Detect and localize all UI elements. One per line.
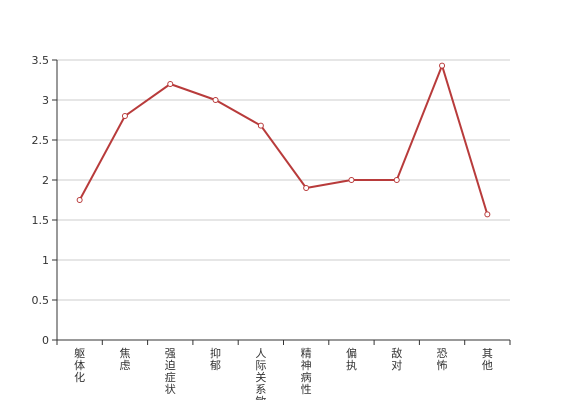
x-tick-label: 人际关系敏感 bbox=[255, 347, 266, 400]
data-point[interactable] bbox=[393, 177, 400, 183]
series-layer bbox=[76, 62, 491, 218]
x-tick-label: 偏执 bbox=[346, 346, 357, 372]
y-tick-label: 3 bbox=[42, 94, 49, 107]
x-tick-label: 强迫症状 bbox=[165, 347, 176, 396]
data-point[interactable] bbox=[121, 113, 128, 119]
y-tick-label: 2 bbox=[42, 174, 49, 187]
grid-lines bbox=[57, 59, 510, 301]
data-point[interactable] bbox=[348, 177, 355, 183]
y-tick-label: 1.5 bbox=[32, 214, 50, 227]
y-axis: 0 0.5 1 1.5 2 2.5 3 3.5 bbox=[32, 54, 58, 347]
x-tick-label: 敌对 bbox=[391, 346, 402, 372]
data-point[interactable] bbox=[303, 185, 310, 191]
data-point[interactable] bbox=[257, 122, 264, 129]
x-axis: 躯体化 焦虑 强迫症状 抑郁 人际关系敏感 精神病性 偏执 敌对 恐怖 其他 bbox=[56, 339, 511, 400]
y-tick-label: 1 bbox=[42, 254, 49, 267]
x-tick-label: 抑郁 bbox=[210, 346, 221, 372]
data-point[interactable] bbox=[212, 97, 219, 103]
data-point[interactable] bbox=[439, 62, 446, 69]
y-tick-label: 0 bbox=[42, 334, 49, 347]
x-tick-label: 恐怖 bbox=[437, 347, 448, 372]
y-tick-label: 2.5 bbox=[32, 134, 50, 147]
data-point[interactable] bbox=[76, 197, 83, 203]
series-line bbox=[78, 64, 489, 215]
x-tick-label: 精神病性 bbox=[301, 347, 312, 396]
x-tick-label: 其他 bbox=[482, 347, 493, 372]
x-tick-label: 焦虑 bbox=[119, 347, 130, 372]
data-point[interactable] bbox=[484, 211, 491, 218]
x-tick-label: 躯体化 bbox=[74, 347, 85, 384]
y-tick-label: 3.5 bbox=[32, 54, 50, 67]
y-tick-label: 0.5 bbox=[32, 294, 50, 307]
data-point[interactable] bbox=[167, 81, 174, 87]
